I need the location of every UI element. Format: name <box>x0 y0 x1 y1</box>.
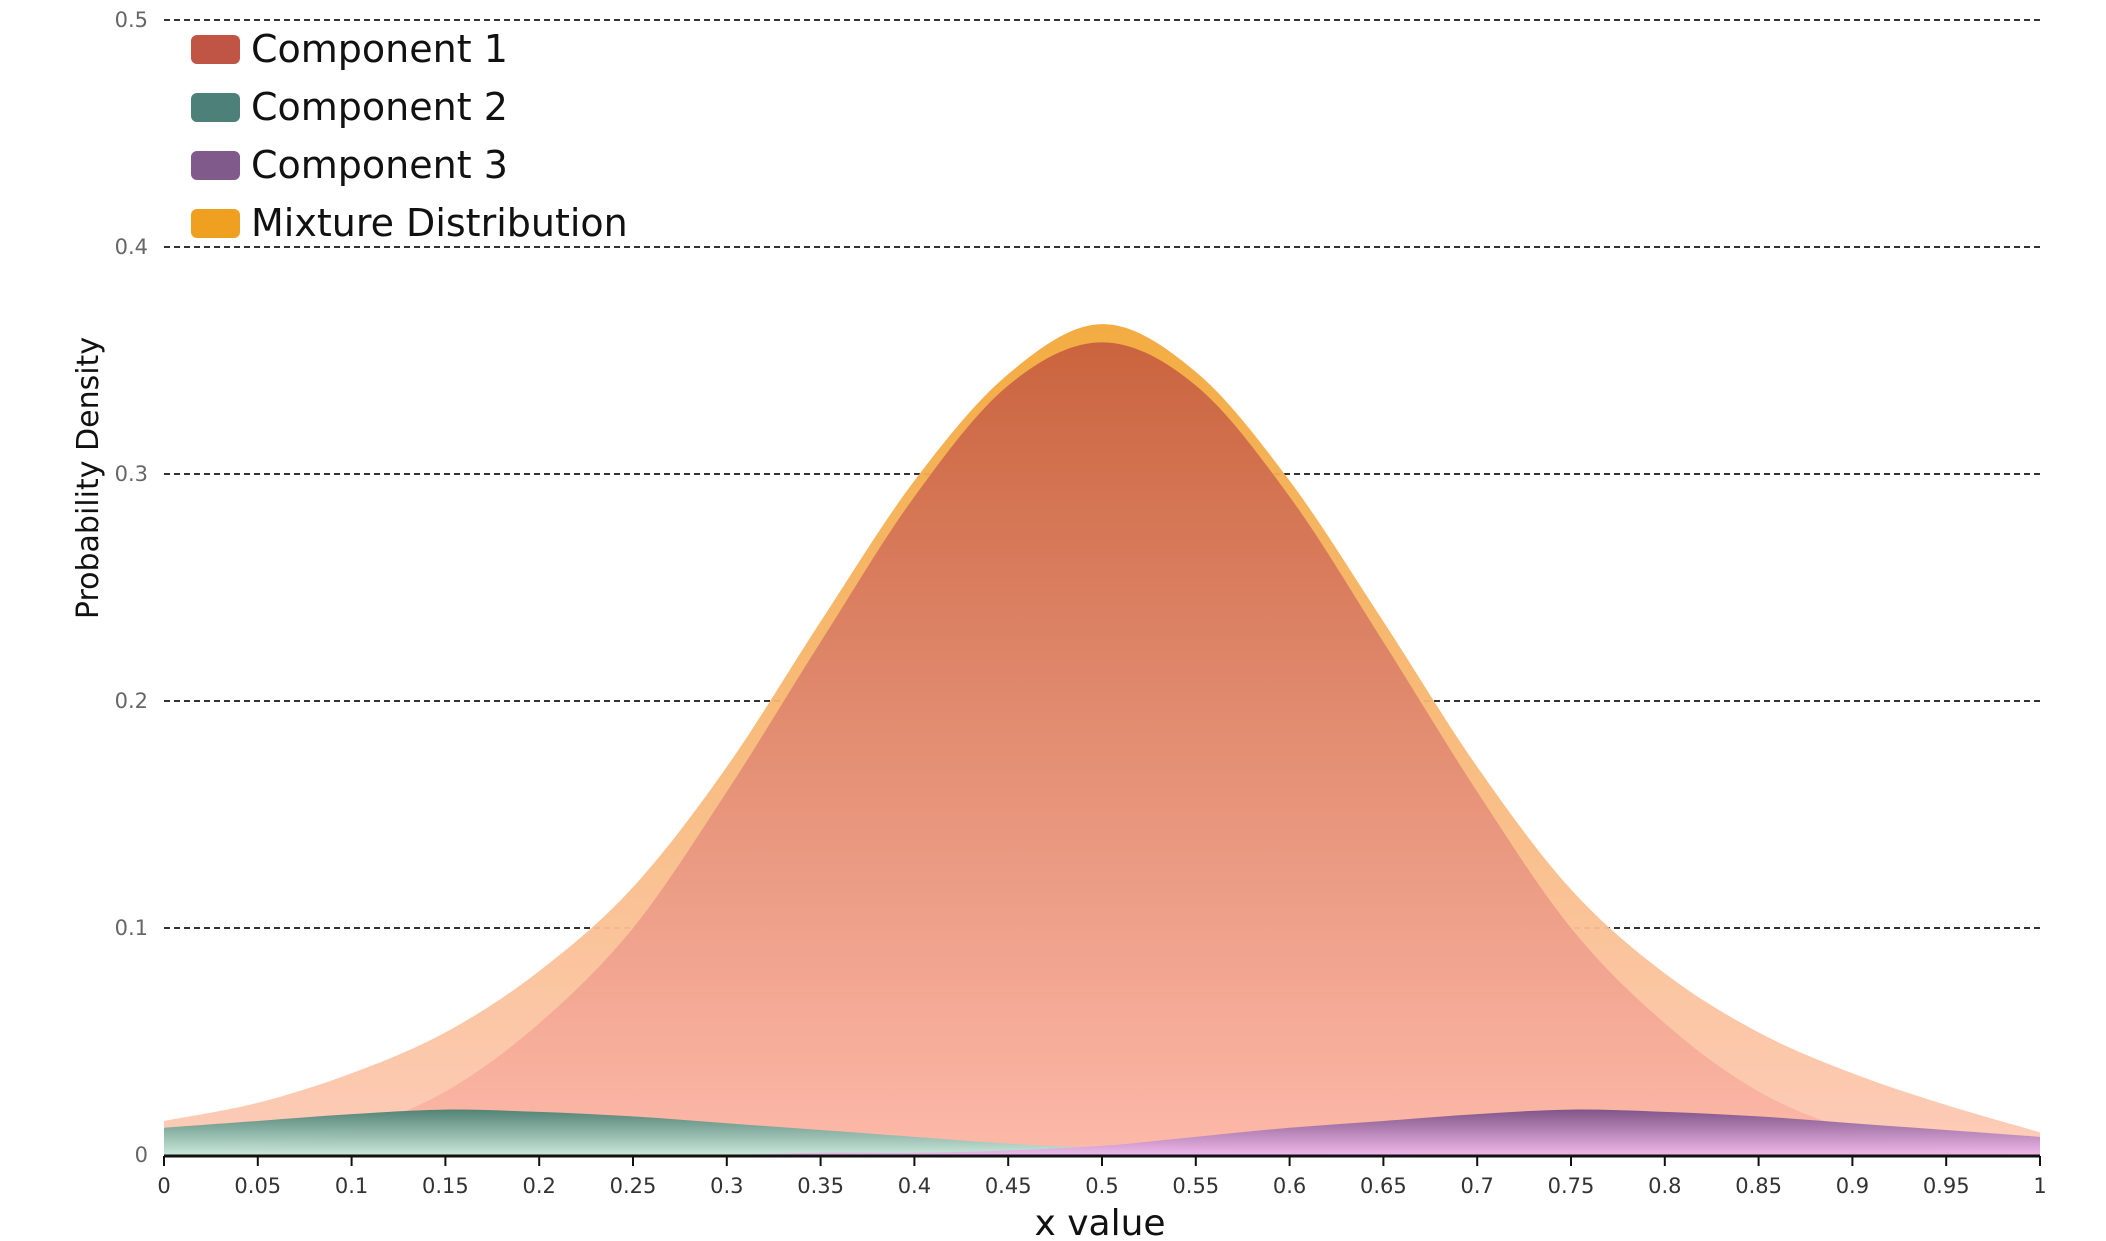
x-tick-label: 0.15 <box>422 1174 469 1198</box>
x-axis-label: x value <box>1034 1203 1165 1241</box>
x-tick-label: 0.75 <box>1548 1174 1595 1198</box>
x-tick-label: 0.9 <box>1836 1174 1869 1198</box>
x-tick-label: 0.25 <box>610 1174 657 1198</box>
x-tick-label: 0.65 <box>1360 1174 1407 1198</box>
area-component-1 <box>164 342 2040 1156</box>
series-areas <box>164 324 2040 1156</box>
x-tick-label: 0.4 <box>898 1174 931 1198</box>
gridlines <box>164 19 2040 929</box>
x-tick-label: 0.7 <box>1460 1174 1493 1198</box>
x-tick-label: 0.8 <box>1648 1174 1681 1198</box>
x-tick-label: 0.6 <box>1273 1174 1306 1198</box>
legend-swatch <box>191 151 240 180</box>
x-tick-label: 0 <box>157 1174 170 1198</box>
area-component-3 <box>164 1109 2040 1156</box>
y-tick-label: 0.3 <box>115 462 148 486</box>
y-tick-label: 0 <box>135 1143 148 1167</box>
x-tick-label: 0.05 <box>234 1174 281 1198</box>
legend-swatch <box>191 35 240 64</box>
y-axis-label: Probability Density <box>71 337 106 619</box>
area-component-2 <box>164 1109 2040 1156</box>
y-tick-label: 0.5 <box>115 8 148 32</box>
legend-label: Mixture Distribution <box>251 201 628 245</box>
legend-label: Component 1 <box>251 27 508 71</box>
x-tick-label: 0.95 <box>1923 1174 1970 1198</box>
legend-swatch <box>191 93 240 122</box>
legend: Component 1 Component 2 Component 3 Mixture… <box>191 27 628 245</box>
x-tick-label: 0.55 <box>1172 1174 1219 1198</box>
x-tick-label: 0.3 <box>710 1174 743 1198</box>
legend-label: Component 3 <box>251 143 508 187</box>
x-tick-label: 0.45 <box>985 1174 1032 1198</box>
y-axis-tick-labels: 0 0.1 0.2 0.3 0.4 0.5 <box>115 8 148 1167</box>
y-tick-label: 0.1 <box>115 916 148 940</box>
x-tick-label: 0.2 <box>522 1174 555 1198</box>
y-tick-label: 0.2 <box>115 689 148 713</box>
x-axis: 0 0.05 0.1 0.15 0.2 0.25 0.3 0.35 0.4 0.45 0.5 0.55… <box>157 1154 2047 1198</box>
x-tick-label: 0.85 <box>1735 1174 1782 1198</box>
y-tick-label: 0.4 <box>115 235 148 259</box>
x-tick-label: 0.1 <box>335 1174 368 1198</box>
legend-swatch <box>191 209 240 238</box>
x-tick-label: 0.5 <box>1085 1174 1118 1198</box>
x-tick-label: 1 <box>2033 1174 2046 1198</box>
x-tick-label: 0.35 <box>797 1174 844 1198</box>
legend-label: Component 2 <box>251 85 508 129</box>
